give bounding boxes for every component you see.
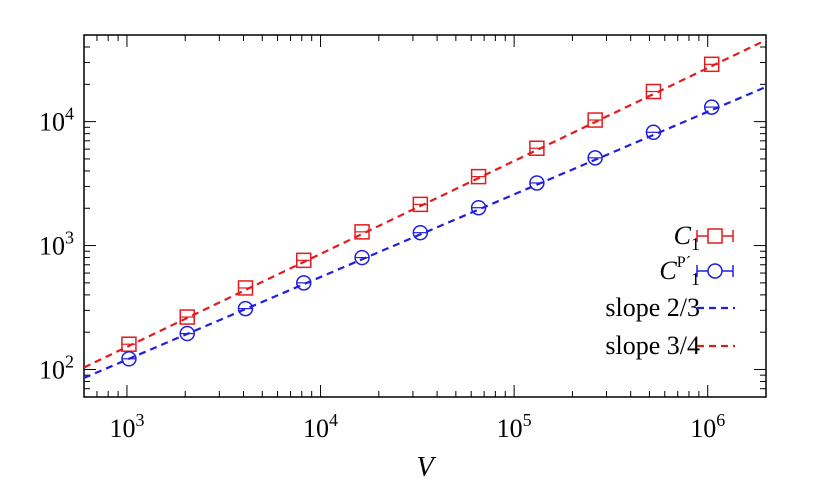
legend-marker-c1 [707, 228, 723, 244]
legend-label-fit: slope 2/3 [605, 293, 700, 322]
fit-line-slope-2-3 [84, 85, 766, 379]
y-tick-label: 102 [39, 352, 74, 385]
legend-label-c1: C1 [674, 221, 700, 254]
fit-lines [84, 39, 766, 379]
x-tick-label: 105 [497, 410, 532, 443]
legend-label-fit: slope 3/4 [605, 331, 700, 360]
fit-line-slope-3-4 [84, 39, 766, 369]
x-axis-title: V [416, 452, 436, 483]
x-tick-label: 103 [109, 410, 144, 443]
y-tick-label: 103 [39, 228, 74, 261]
legend-marker-cp1 [707, 263, 723, 279]
x-tick-label: 106 [690, 410, 725, 443]
legend-label-cp1: CP´1 [659, 254, 700, 289]
x-tick-label: 104 [303, 410, 338, 443]
axis-ticks: 103 104 105 106 102 103 104 [39, 34, 767, 443]
data-points [121, 56, 720, 367]
y-tick-label: 104 [39, 104, 74, 137]
plot-frame [83, 34, 767, 398]
